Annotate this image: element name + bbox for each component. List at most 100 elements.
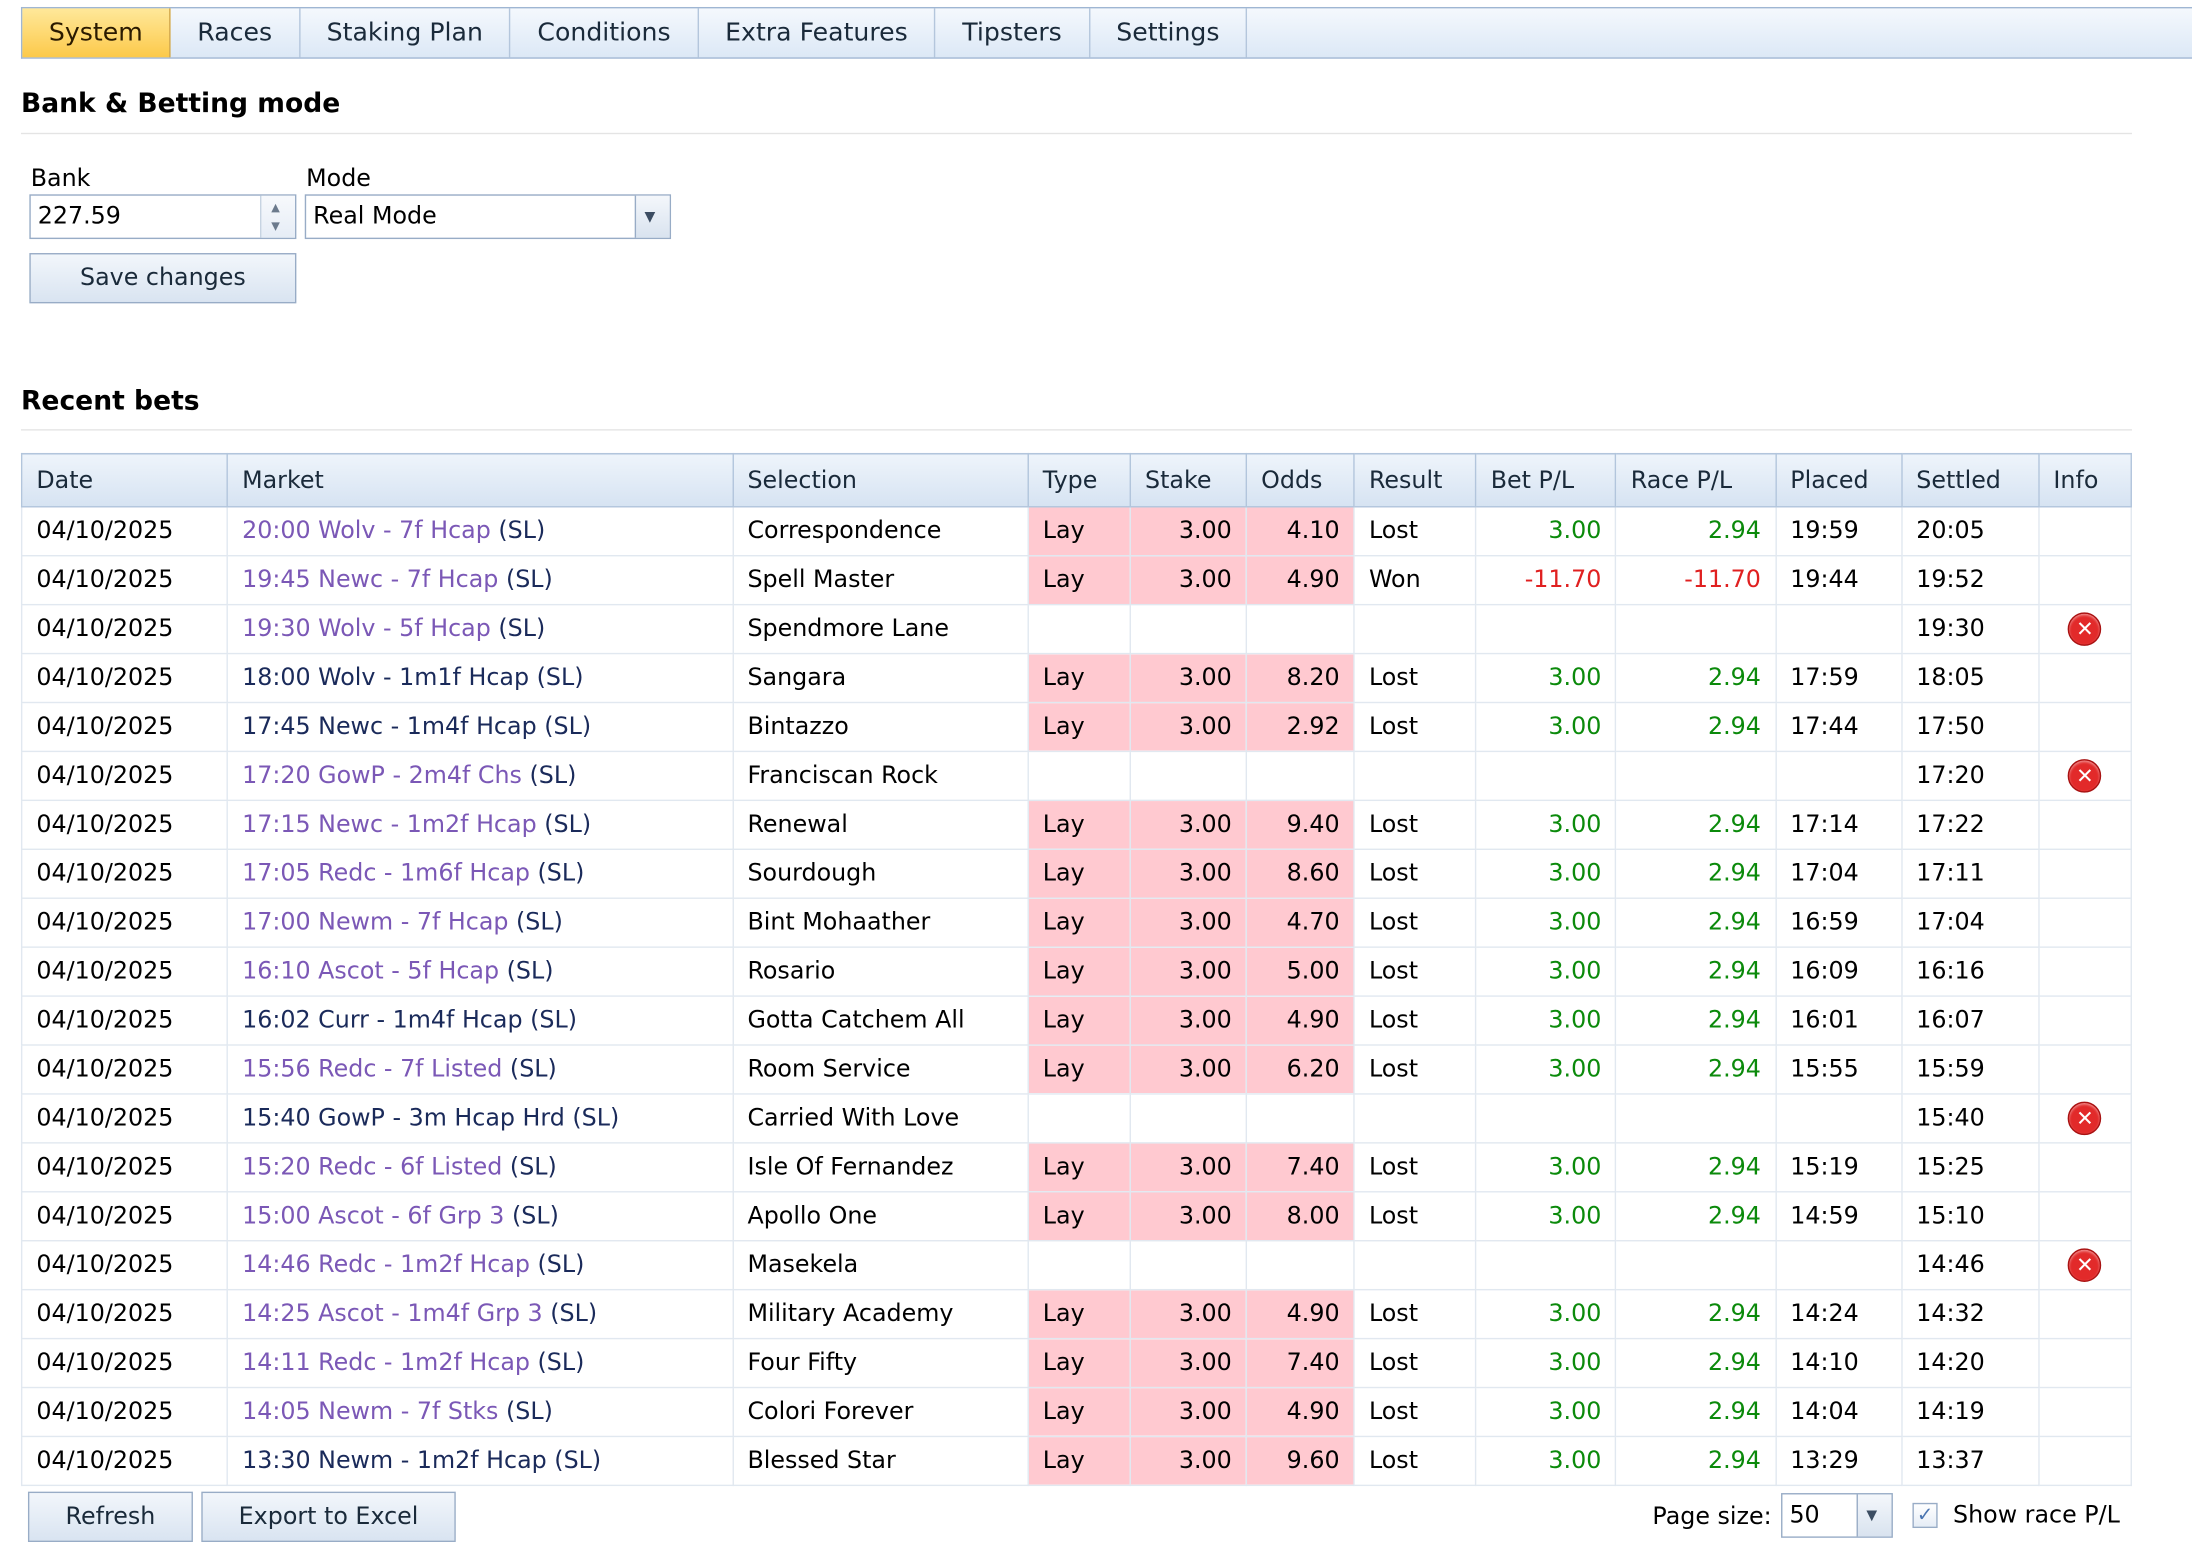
market-suffix: (SL) xyxy=(536,664,584,693)
odds-cell: 8.60 xyxy=(1245,848,1355,899)
column-header-type[interactable]: Type xyxy=(1027,452,1132,508)
placed-cell: 14:59 xyxy=(1774,1191,1903,1242)
market-link[interactable]: 17:20 GowP - 2m4f Chs xyxy=(242,761,522,790)
stake-cell: 3.00 xyxy=(1129,848,1248,899)
column-header-placed[interactable]: Placed xyxy=(1774,452,1903,508)
date-cell: 04/10/2025 xyxy=(20,555,229,606)
page-size-select[interactable]: 50 ▼ xyxy=(1781,1493,1893,1538)
export-to-excel-button[interactable]: Export to Excel xyxy=(201,1491,456,1542)
market-link[interactable]: 17:45 Newc - 1m4f Hcap xyxy=(242,712,537,741)
settled-cell: 15:10 xyxy=(1900,1191,2040,1242)
settled-cell: 18:05 xyxy=(1900,652,2040,704)
result-cell: Lost xyxy=(1353,1386,1477,1438)
market-link[interactable]: 16:10 Ascot - 5f Hcap xyxy=(242,957,500,986)
market-link[interactable]: 17:05 Redc - 1m6f Hcap xyxy=(242,859,530,888)
market-link[interactable]: 14:05 Newm - 7f Stks xyxy=(242,1398,499,1426)
market-link[interactable]: 13:30 Newm - 1m2f Hcap xyxy=(242,1446,547,1475)
date-cell: 04/10/2025 xyxy=(20,1386,229,1438)
table-row: 04/10/2025 17:15 Newc - 1m2f Hcap (SL) Ren… xyxy=(20,799,2132,850)
selection-cell: Sangara xyxy=(732,652,1029,704)
tab-extra-features[interactable]: Extra Features xyxy=(699,8,936,58)
bet-pl-cell xyxy=(1475,1093,1617,1144)
placed-cell: 13:29 xyxy=(1774,1435,1903,1487)
tab-tipsters[interactable]: Tipsters xyxy=(936,8,1090,58)
x-circle-icon[interactable]: ✕ xyxy=(2068,612,2102,646)
column-header-odds[interactable]: Odds xyxy=(1245,452,1355,508)
bet-pl-cell: 3.00 xyxy=(1475,701,1617,753)
date-cell: 04/10/2025 xyxy=(20,506,229,557)
stake-cell xyxy=(1129,603,1248,655)
stake-cell: 3.00 xyxy=(1129,1191,1248,1242)
refresh-button[interactable]: Refresh xyxy=(27,1491,193,1542)
column-header-stake[interactable]: Stake xyxy=(1129,452,1248,508)
save-changes-button[interactable]: Save changes xyxy=(29,253,297,304)
column-header-market[interactable]: Market xyxy=(226,452,734,508)
column-header-selection[interactable]: Selection xyxy=(732,452,1029,508)
table-row: 04/10/2025 17:20 GowP - 2m4f Chs (SL) Fran… xyxy=(20,750,2132,802)
market-link[interactable]: 20:00 Wolv - 7f Hcap xyxy=(242,517,491,546)
market-link[interactable]: 14:25 Ascot - 1m4f Grp 3 xyxy=(242,1300,543,1329)
tab-settings[interactable]: Settings xyxy=(1090,8,1248,58)
market-link[interactable]: 17:00 Newm - 7f Hcap xyxy=(242,908,509,937)
placed-cell: 16:59 xyxy=(1774,897,1903,948)
type-cell: Lay xyxy=(1027,1044,1132,1095)
tab-races[interactable]: Races xyxy=(171,8,301,58)
settled-cell: 17:50 xyxy=(1900,701,2040,753)
show-race-pl-checkbox[interactable]: ✓ xyxy=(1912,1502,1938,1529)
market-cell: 19:45 Newc - 7f Hcap (SL) xyxy=(226,555,734,606)
chevron-down-icon[interactable]: ▼ xyxy=(1856,1494,1892,1537)
bank-input[interactable]: 227.59 ▲ ▼ xyxy=(29,194,297,240)
selection-cell: Spell Master xyxy=(732,555,1029,606)
stake-cell xyxy=(1129,1240,1248,1291)
market-link[interactable]: 19:30 Wolv - 5f Hcap xyxy=(242,615,491,644)
tab-conditions[interactable]: Conditions xyxy=(511,8,699,58)
market-suffix: (SL) xyxy=(498,517,546,546)
type-cell xyxy=(1027,750,1132,802)
column-header-settled[interactable]: Settled xyxy=(1900,452,2040,508)
table-header-row: Date Market Selection Type Stake Odds Result Be… xyxy=(20,452,2132,508)
type-cell: Lay xyxy=(1027,995,1132,1046)
market-link[interactable]: 14:11 Redc - 1m2f Hcap xyxy=(242,1349,530,1378)
result-cell: Lost xyxy=(1353,995,1477,1046)
settled-cell: 17:20 xyxy=(1900,750,2040,802)
placed-cell xyxy=(1774,750,1903,802)
odds-cell: 7.40 xyxy=(1245,1142,1355,1193)
market-link[interactable]: 19:45 Newc - 7f Hcap xyxy=(242,566,499,595)
column-header-race-p-l[interactable]: Race P/L xyxy=(1615,452,1777,508)
x-circle-icon[interactable]: ✕ xyxy=(2068,759,2102,793)
stake-cell: 3.00 xyxy=(1129,946,1248,997)
mode-select[interactable]: Real Mode ▼ xyxy=(304,194,672,240)
odds-cell: 8.00 xyxy=(1245,1191,1355,1242)
odds-cell: 9.40 xyxy=(1245,799,1355,850)
column-header-info[interactable]: Info xyxy=(2038,452,2132,508)
market-suffix: (SL) xyxy=(537,1251,585,1280)
chevron-down-icon[interactable]: ▼ xyxy=(634,195,670,238)
table-row: 04/10/2025 17:45 Newc - 1m4f Hcap (SL) Bin… xyxy=(20,701,2132,753)
spinner-arrows-icon[interactable]: ▲ ▼ xyxy=(260,195,295,238)
info-cell xyxy=(2038,506,2132,557)
column-header-bet-p-l[interactable]: Bet P/L xyxy=(1475,452,1617,508)
market-link[interactable]: 16:02 Curr - 1m4f Hcap xyxy=(242,1006,523,1035)
market-link[interactable]: 15:00 Ascot - 6f Grp 3 xyxy=(242,1202,505,1231)
placed-cell: 17:59 xyxy=(1774,652,1903,704)
column-header-date[interactable]: Date xyxy=(20,452,229,508)
market-link[interactable]: 14:46 Redc - 1m2f Hcap xyxy=(242,1251,530,1280)
market-link[interactable]: 18:00 Wolv - 1m1f Hcap xyxy=(242,664,530,693)
column-header-result[interactable]: Result xyxy=(1353,452,1477,508)
selection-cell: Spendmore Lane xyxy=(732,603,1029,655)
tab-system[interactable]: System xyxy=(22,8,171,58)
settled-cell: 20:05 xyxy=(1900,506,2040,557)
market-link[interactable]: 15:56 Redc - 7f Listed xyxy=(242,1055,503,1084)
market-link[interactable]: 17:15 Newc - 1m2f Hcap xyxy=(242,810,537,839)
market-link[interactable]: 15:20 Redc - 6f Listed xyxy=(242,1153,503,1182)
x-circle-icon[interactable]: ✕ xyxy=(2068,1101,2102,1136)
date-cell: 04/10/2025 xyxy=(20,1337,229,1389)
market-link[interactable]: 15:40 GowP - 3m Hcap Hrd xyxy=(242,1104,565,1133)
tab-staking-plan[interactable]: Staking Plan xyxy=(300,8,511,58)
x-circle-icon[interactable]: ✕ xyxy=(2068,1248,2102,1282)
checkmark-icon: ✓ xyxy=(1916,1504,1934,1527)
date-cell: 04/10/2025 xyxy=(20,897,229,948)
info-cell xyxy=(2038,946,2132,997)
selection-cell: Renewal xyxy=(732,799,1029,850)
